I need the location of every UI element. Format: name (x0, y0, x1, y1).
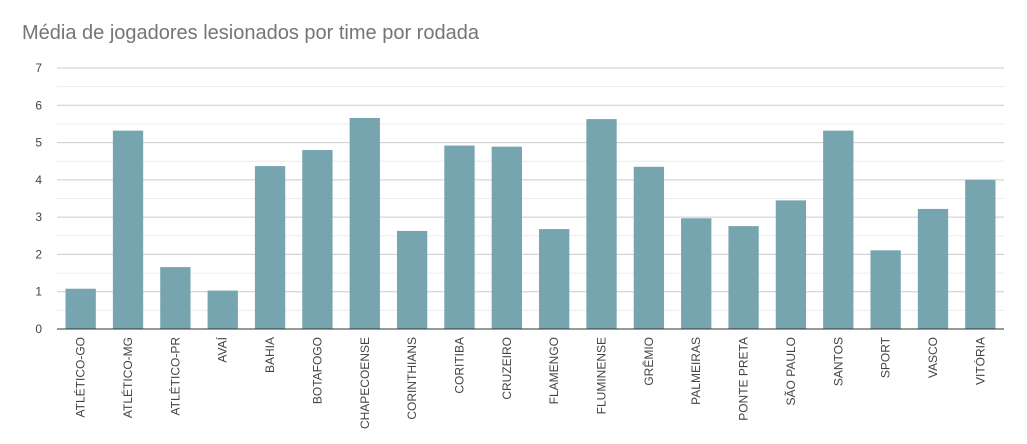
x-tick-label: ATLÉTICO-PR (167, 337, 182, 416)
bar (823, 130, 854, 329)
bar (207, 290, 238, 329)
y-tick-label: 5 (35, 136, 42, 150)
bar (65, 288, 96, 329)
y-tick-label: 4 (35, 173, 42, 187)
bars (65, 117, 996, 330)
x-tick-label: CRUZEIRO (500, 337, 514, 400)
bar (870, 250, 901, 329)
bar (917, 208, 949, 329)
x-tick-label: BAHIA (263, 337, 277, 373)
bar (633, 166, 665, 329)
y-axis-ticks: 0 1 2 3 4 5 6 7 (35, 61, 42, 336)
bar (254, 166, 286, 329)
x-tick-label: ATLÉTICO-MG (120, 337, 135, 418)
y-tick-label: 7 (35, 61, 42, 75)
x-axis-labels: ATLÉTICO-GO ATLÉTICO-MG ATLÉTICO-PR AVAÍ BAH… (73, 336, 988, 429)
x-tick-label: SÃO PAULO (784, 337, 798, 405)
bar (444, 145, 475, 329)
x-tick-label: CORINTHIANS (405, 337, 419, 420)
bar (965, 179, 996, 329)
y-tick-label: 3 (35, 210, 42, 224)
gridlines (57, 67, 1004, 311)
bar (539, 229, 570, 329)
x-tick-label: FLAMENGO (547, 337, 561, 404)
chart-title: Média de jogadores lesionados por time p… (22, 22, 479, 44)
x-tick-label: VITÓRIA (972, 337, 987, 385)
bar (349, 117, 380, 329)
y-tick-label: 0 (35, 322, 42, 336)
bar (302, 150, 333, 329)
y-tick-label: 2 (35, 247, 42, 261)
bar (728, 226, 759, 329)
x-tick-label: GRÊMIO (641, 337, 656, 386)
x-tick-label: CORITIBA (452, 337, 466, 394)
x-tick-label: SANTOS (831, 337, 845, 386)
x-tick-label: ATLÉTICO-GO (73, 337, 88, 417)
x-tick-label: PONTE PRETA (737, 337, 751, 421)
x-tick-label: AVAÍ (215, 336, 230, 362)
bar (681, 218, 712, 329)
x-tick-label: SPORT (879, 336, 893, 378)
bar (775, 200, 807, 329)
y-tick-label: 1 (35, 285, 42, 299)
x-tick-label: BOTAFOGO (310, 337, 324, 404)
bar (396, 230, 428, 329)
bar (491, 146, 522, 329)
x-tick-label: FLUMINENSE (595, 337, 609, 414)
bar (160, 267, 191, 329)
bar (586, 119, 617, 330)
x-tick-label: PALMEIRAS (689, 337, 703, 405)
x-tick-label: VASCO (926, 337, 940, 378)
bar (112, 130, 144, 329)
y-tick-label: 6 (35, 98, 42, 112)
x-tick-label: CHAPECOENSE (358, 337, 372, 429)
